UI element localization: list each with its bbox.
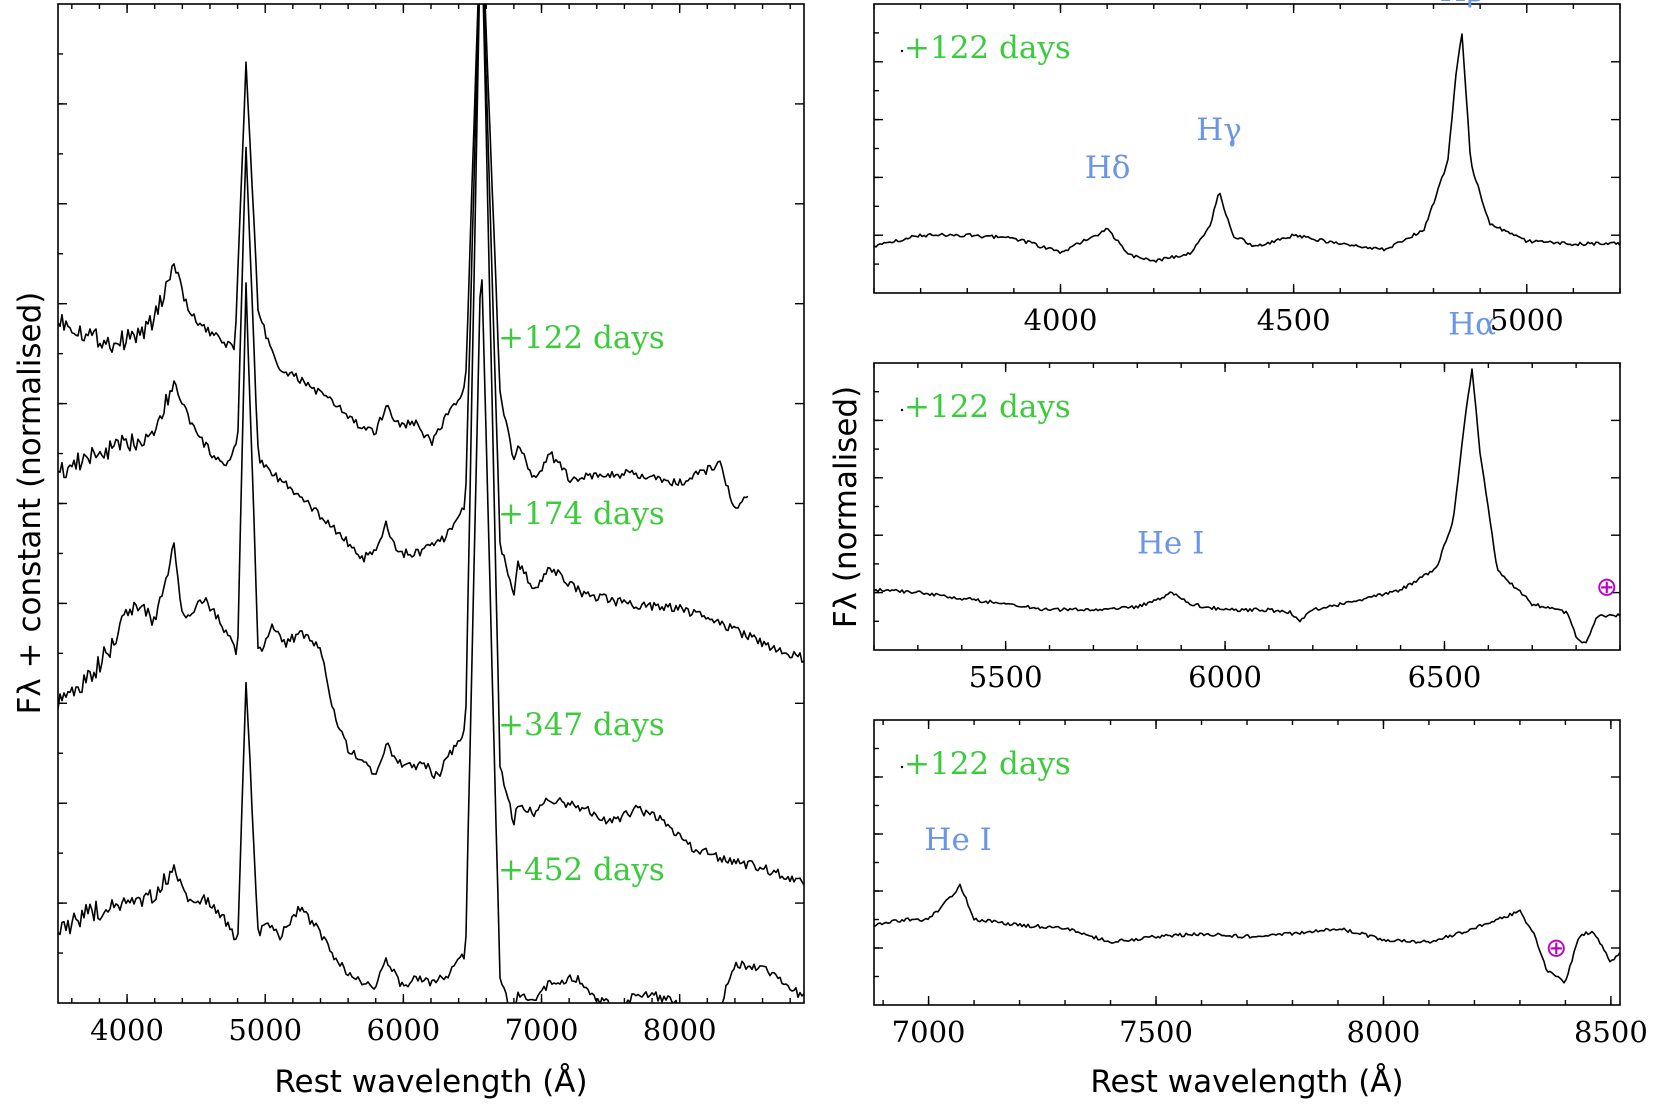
- line-id-label: He I: [1137, 525, 1204, 561]
- epoch-label: +122 days: [904, 30, 1071, 66]
- line-id-label: Hγ: [1196, 112, 1242, 148]
- left-x-axis-label: Rest wavelength (Å): [274, 1064, 587, 1100]
- right-middle-panel: 5500 6000 6500 +122 days He I Hα ⊕: [873, 307, 1621, 694]
- marker-dot: [900, 408, 904, 412]
- spectrum-line--347-days: [58, 4, 804, 886]
- right-middle-ticks: 5500 6000 6500: [873, 363, 1621, 694]
- left-panel-marks: [58, 4, 804, 1003]
- left-y-axis-label: Fλ + constant (normalised): [12, 292, 48, 715]
- right-bottom-panel: 7000 7500 8000 8500 +122 days He I ⊕: [873, 719, 1648, 1049]
- x-tick-label: 6000: [366, 1013, 440, 1047]
- marker-dot: [900, 765, 904, 769]
- epoch-label: +122 days: [498, 320, 665, 356]
- x-tick-label: 8000: [643, 1013, 717, 1047]
- spectrum-line--122-days: [874, 883, 1620, 984]
- epoch-label: +122 days: [904, 389, 1071, 425]
- right-top-panel: 4000 4500 5000 +122 days Hδ Hγ Hβ: [873, 0, 1621, 337]
- spectrum-line--174-days: [58, 4, 804, 663]
- line-id-label: He I: [924, 822, 991, 858]
- x-tick-label: 7000: [505, 1013, 579, 1047]
- x-tick-label: 4000: [1024, 303, 1098, 337]
- line-id-label: Hδ: [1085, 150, 1131, 186]
- right-y-axis-label: Fλ (normalised): [828, 386, 864, 628]
- spectrum-line--122-days: [874, 368, 1620, 644]
- left-panel-frame: [57, 3, 805, 1004]
- x-tick-label: 8000: [1347, 1015, 1421, 1049]
- line-id-label: Hα: [1448, 307, 1496, 343]
- epoch-label: +347 days: [498, 707, 665, 743]
- x-tick-label: 4000: [90, 1013, 164, 1047]
- right-top-marks: [874, 33, 1620, 263]
- marker-dot: [900, 49, 904, 53]
- x-tick-label: 5500: [969, 660, 1043, 694]
- epoch-label: +122 days: [904, 746, 1071, 782]
- right-bottom-ticks: 7000 7500 8000 8500: [874, 720, 1648, 1049]
- left-panel-spectra-sequence: 4000 5000 6000 7000 8000 +122 days +174 days +…: [57, 3, 805, 1047]
- spectrum-line--122-days: [874, 33, 1620, 263]
- x-tick-label: 5000: [1490, 303, 1564, 337]
- right-x-axis-label: Rest wavelength (Å): [1090, 1064, 1403, 1100]
- right-bottom-marks: [874, 883, 1620, 984]
- x-tick-label: 8500: [1574, 1015, 1648, 1049]
- right-top-ticks: 4000 4500 5000: [873, 4, 1621, 337]
- x-tick-label: 7500: [1119, 1015, 1193, 1049]
- epoch-label: +452 days: [498, 852, 665, 888]
- x-tick-label: 6000: [1188, 660, 1262, 694]
- telluric-marker: ⊕: [1596, 573, 1618, 603]
- left-panel-ticks: 4000 5000 6000 7000 8000: [58, 4, 804, 1047]
- x-tick-label: 5000: [228, 1013, 302, 1047]
- telluric-marker: ⊕: [1545, 934, 1567, 964]
- right-middle-marks: [874, 368, 1620, 644]
- epoch-label: +174 days: [498, 496, 665, 532]
- spectrum-line--122-days: [58, 4, 749, 509]
- line-id-label: Hβ: [1439, 0, 1484, 9]
- x-tick-label: 4500: [1257, 303, 1331, 337]
- x-tick-label: 6500: [1408, 660, 1482, 694]
- spectrum-line--452-days: [58, 279, 804, 1003]
- x-tick-label: 7000: [892, 1015, 966, 1049]
